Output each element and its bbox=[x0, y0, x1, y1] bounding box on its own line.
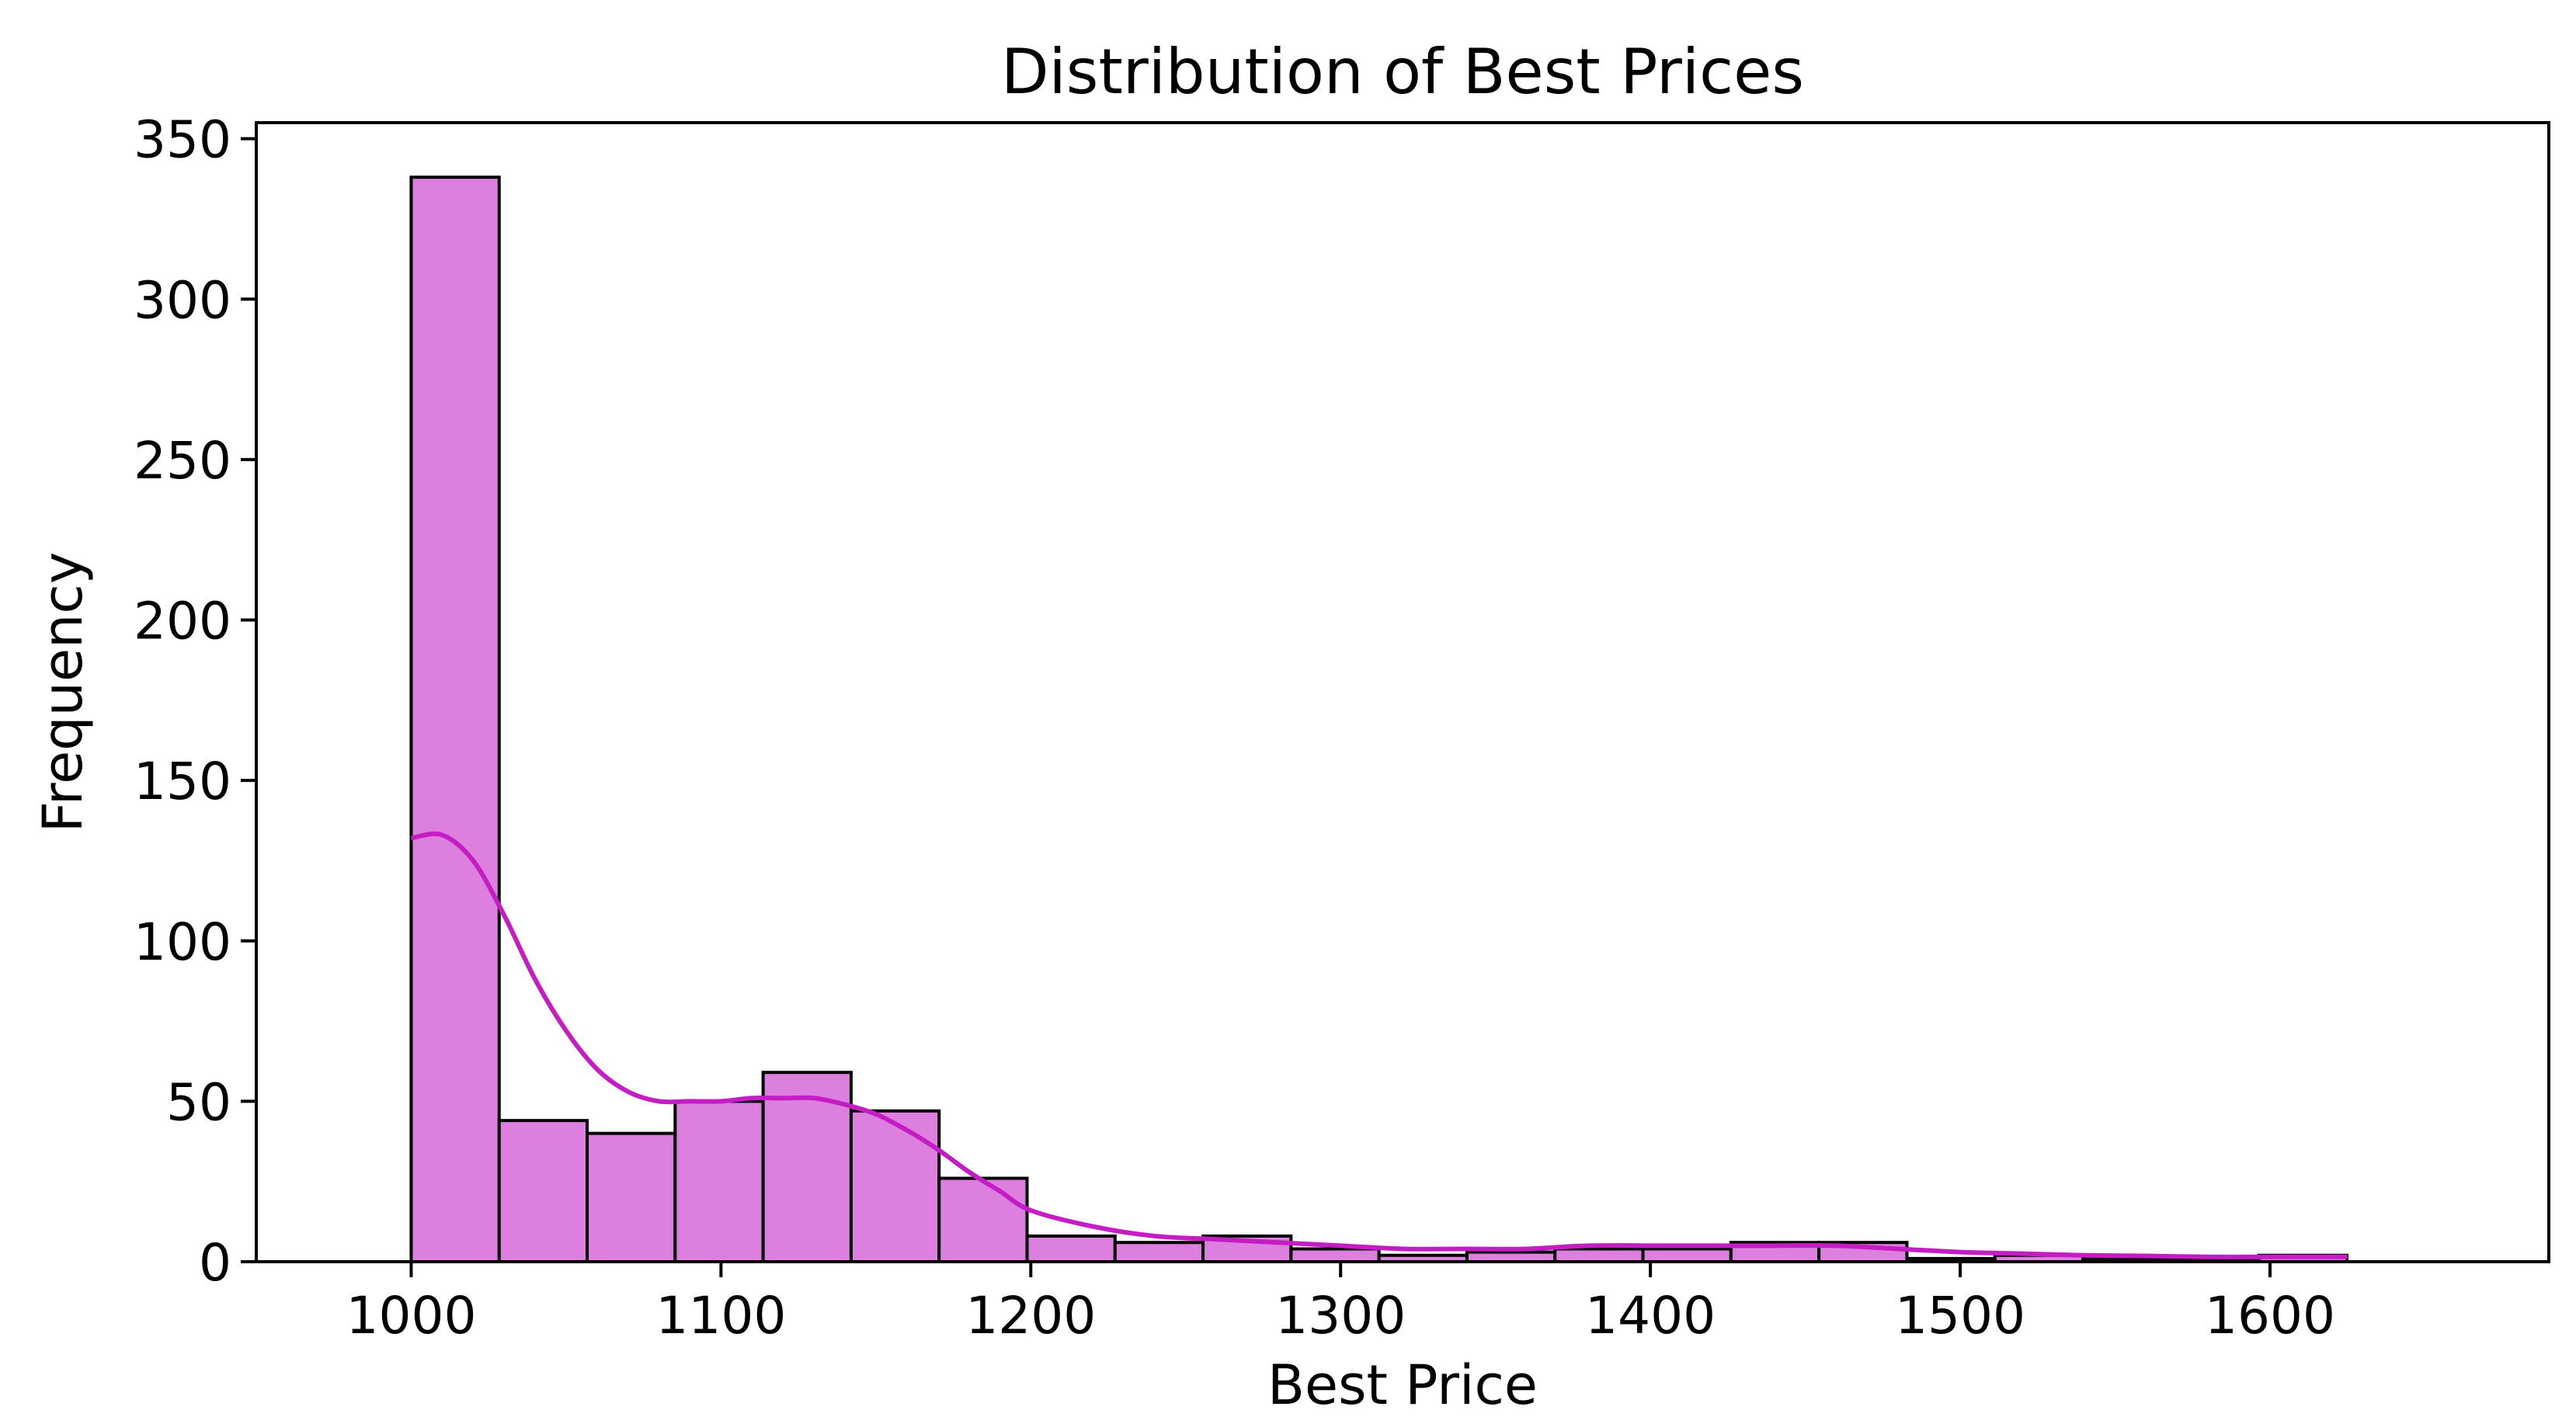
histogram-bar bbox=[497, 1119, 589, 1264]
y-tick-label: 250 bbox=[134, 431, 231, 491]
chart-title: Distribution of Best Prices bbox=[1001, 36, 1804, 108]
x-tick-label: 1100 bbox=[655, 1286, 786, 1346]
histogram-bars bbox=[409, 175, 2348, 1264]
y-tick-label: 300 bbox=[134, 270, 231, 330]
x-tick-label: 1200 bbox=[965, 1286, 1096, 1346]
y-tick-label: 350 bbox=[134, 110, 231, 170]
x-tick-label: 1600 bbox=[2205, 1286, 2335, 1346]
plot-frame bbox=[255, 121, 2550, 1263]
histogram-bar bbox=[1553, 1247, 1645, 1264]
histogram-bar bbox=[586, 1131, 677, 1263]
x-axis-label: Best Price bbox=[1267, 1353, 1538, 1417]
y-tick-label: 0 bbox=[199, 1233, 231, 1293]
y-axis-ticks: 0 50 100 150 200 250 300 350 bbox=[134, 110, 256, 1293]
kde-density-line bbox=[410, 831, 2348, 1259]
x-tick-label: 1000 bbox=[346, 1286, 476, 1346]
x-tick-label: 1300 bbox=[1275, 1286, 1406, 1346]
histogram-bar bbox=[409, 175, 501, 1263]
histogram-bar bbox=[1113, 1241, 1205, 1264]
y-tick-label: 200 bbox=[134, 592, 231, 651]
y-tick-label: 50 bbox=[166, 1072, 231, 1132]
y-axis-label: Frequency bbox=[31, 552, 95, 833]
y-tick-label: 100 bbox=[134, 912, 231, 972]
x-tick-label: 1500 bbox=[1895, 1286, 2025, 1346]
histogram-bar bbox=[1289, 1247, 1381, 1264]
histogram-bar bbox=[849, 1109, 941, 1263]
histogram-bar bbox=[937, 1176, 1029, 1263]
y-tick-label: 150 bbox=[134, 752, 231, 811]
histogram-bar bbox=[673, 1099, 765, 1263]
x-tick-label: 1400 bbox=[1585, 1286, 1716, 1346]
histogram-bar bbox=[1641, 1247, 1733, 1264]
histogram-bar bbox=[1025, 1234, 1117, 1263]
x-axis-ticks: 1000 1100 1200 1300 1400 1500 1600 bbox=[346, 1262, 2335, 1346]
